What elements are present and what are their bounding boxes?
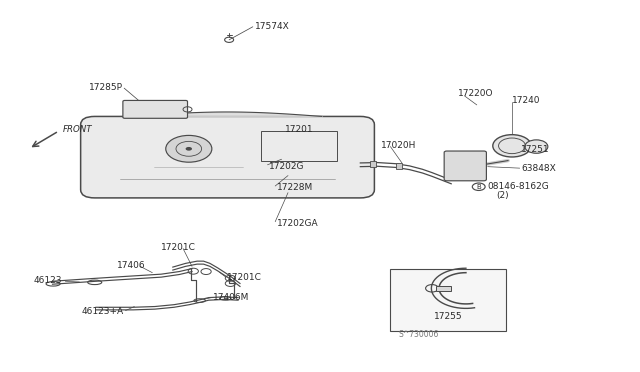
Text: 17228M: 17228M [276,183,313,192]
Bar [436,286,451,291]
Text: 17285P: 17285P [89,83,123,92]
Text: 08146-8162G: 08146-8162G [488,182,549,191]
FancyBboxPatch shape [444,151,486,181]
Text: 17240: 17240 [512,96,541,105]
Text: 17201C: 17201C [227,273,262,282]
Text: S^730006: S^730006 [398,330,438,339]
Text: 17406: 17406 [117,261,146,270]
Circle shape [166,135,212,162]
Text: 63848X: 63848X [521,164,556,173]
Text: B: B [476,184,481,190]
Text: 17202GA: 17202GA [276,219,318,228]
Text: 46123: 46123 [33,276,62,285]
Text: 17574X: 17574X [255,22,289,31]
Text: 17020H: 17020H [381,141,416,150]
Text: 17255: 17255 [434,312,462,321]
Text: 17202G: 17202G [269,162,304,171]
Text: 17251: 17251 [521,145,550,154]
Text: 17201: 17201 [285,125,313,134]
Bar [261,131,337,161]
Circle shape [525,140,548,153]
Bar [370,161,376,167]
Text: FRONT: FRONT [63,125,92,134]
Circle shape [493,135,531,157]
Text: 46123+A: 46123+A [82,307,124,316]
FancyBboxPatch shape [123,100,188,118]
FancyBboxPatch shape [81,116,374,198]
Text: 17406M: 17406M [212,293,249,302]
Bar [396,163,402,169]
Bar [390,269,506,331]
Text: 17220O: 17220O [458,89,493,98]
Text: (2): (2) [496,191,509,200]
Text: 17201C: 17201C [161,243,196,251]
Circle shape [186,147,192,151]
